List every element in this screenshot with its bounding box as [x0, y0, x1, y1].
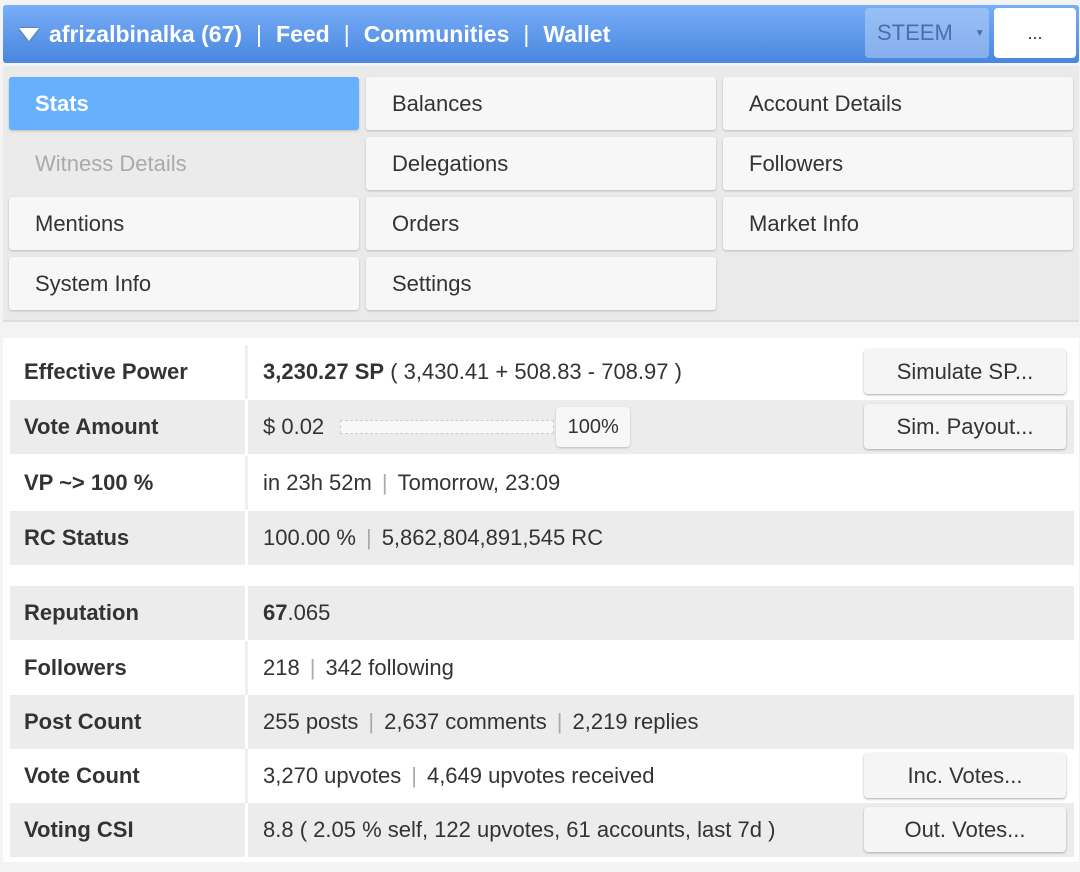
menu-mentions[interactable]: Mentions [9, 197, 359, 250]
menu-orders[interactable]: Orders [366, 197, 716, 250]
row-vote-count: Vote Count 3,270 upvotes | 4,649 upvotes r… [10, 749, 1074, 803]
row-label: Vote Count [10, 749, 248, 803]
rc-amount: 5,862,804,891,545 RC [381, 525, 604, 550]
separator: | [556, 709, 563, 734]
replies: 2,219 replies [572, 709, 699, 734]
row-label: Reputation [10, 586, 248, 640]
menu-account-details[interactable]: Account Details [723, 77, 1073, 130]
chain-label: STEEM [877, 20, 953, 45]
top-nav-bar: afrizalbinalka (67) | Feed | Communities… [3, 5, 1079, 63]
vp-time: in 23h 52m [263, 470, 372, 495]
row-reputation: Reputation 67.065 [10, 586, 1074, 640]
reputation-int: 67 [263, 600, 288, 625]
vote-weight-slider[interactable] [340, 420, 555, 434]
comments: 2,637 comments [384, 709, 547, 734]
stats-table: Effective Power 3,230.27 SP ( 3,430.41 +… [3, 338, 1079, 862]
row-voting-csi: Voting CSI 8.8 ( 2.05 % self, 122 upvote… [10, 803, 1074, 857]
menu-followers[interactable]: Followers [723, 137, 1073, 190]
sim-payout-button[interactable]: Sim. Payout... [864, 404, 1066, 449]
upvotes: 3,270 upvotes [263, 763, 402, 788]
wallet-link[interactable]: Wallet [543, 20, 611, 47]
menu-system-info[interactable]: System Info [9, 257, 359, 310]
row-post-count: Post Count 255 posts | 2,637 comments | 2,21… [10, 695, 1074, 749]
posts: 255 posts [263, 709, 359, 734]
separator: | [523, 20, 530, 47]
following-count: 342 following [325, 655, 454, 680]
simulate-sp-button[interactable]: Simulate SP... [864, 349, 1066, 394]
sp-breakdown: ( 3,430.41 + 508.83 - 708.97 ) [384, 359, 682, 384]
separator: | [368, 709, 375, 734]
section-menu: Stats Balances Account Details Witness D… [3, 66, 1079, 322]
dropdown-triangle-icon[interactable] [19, 27, 39, 41]
rc-percent: 100.00 % [263, 525, 356, 550]
separator: | [365, 525, 372, 550]
menu-market-info[interactable]: Market Info [723, 197, 1073, 250]
separator: | [411, 763, 417, 788]
caret-down-icon: ▼ [974, 27, 985, 39]
row-label: RC Status [10, 511, 248, 565]
vote-value: $ 0.02 [263, 414, 325, 439]
out-votes-button[interactable]: Out. Votes... [864, 807, 1066, 852]
separator: | [256, 20, 263, 47]
row-label: Voting CSI [10, 803, 248, 857]
reputation-dec: .065 [287, 600, 331, 625]
row-followers: Followers 218 | 342 following [10, 641, 1074, 695]
more-button[interactable]: ... [994, 8, 1076, 58]
menu-stats[interactable]: Stats [9, 77, 359, 130]
separator: | [343, 20, 350, 47]
row-vp: VP ~> 100 % in 23h 52m | Tomorrow, 23:09 [10, 456, 1074, 510]
inc-votes-button[interactable]: Inc. Votes... [864, 753, 1066, 798]
separator: | [309, 655, 316, 680]
slider-handle[interactable]: 100% [556, 407, 631, 447]
vp-date: Tomorrow, 23:09 [397, 470, 561, 495]
menu-witness-details: Witness Details [9, 137, 359, 190]
menu-balances[interactable]: Balances [366, 77, 716, 130]
row-label: Followers [10, 641, 248, 695]
row-label: Post Count [10, 695, 248, 749]
row-vote-amount: Vote Amount $ 0.02 100% Sim. Payout... [10, 400, 1074, 454]
menu-delegations[interactable]: Delegations [366, 137, 716, 190]
followers-count: 218 [263, 655, 300, 680]
csi-value: 8.8 ( 2.05 % self, 122 upvotes, 61 accou… [263, 817, 776, 842]
communities-link[interactable]: Communities [363, 20, 510, 47]
row-rc: RC Status 100.00 % | 5,862,804,891,545 RC [10, 511, 1074, 565]
separator: | [381, 470, 388, 495]
row-label: Effective Power [10, 345, 248, 399]
upvotes-received: 4,649 upvotes received [426, 763, 655, 788]
menu-settings[interactable]: Settings [366, 257, 716, 310]
account-link[interactable]: afrizalbinalka (67) [49, 20, 243, 47]
chain-select[interactable]: STEEM ▼ [865, 8, 989, 58]
row-effective-power: Effective Power 3,230.27 SP ( 3,430.41 +… [10, 345, 1074, 399]
row-label: VP ~> 100 % [10, 456, 248, 510]
feed-link[interactable]: Feed [276, 20, 330, 47]
row-label: Vote Amount [10, 400, 248, 454]
effective-sp: 3,230.27 SP [263, 359, 385, 384]
